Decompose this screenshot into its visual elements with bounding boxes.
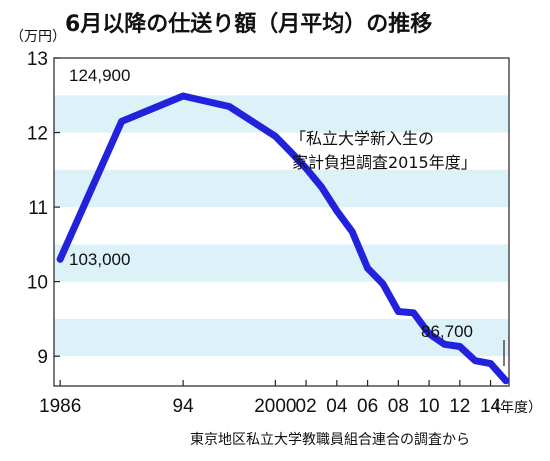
background-band: [54, 95, 509, 133]
x-tick-label: 94: [173, 396, 195, 417]
plot-frame: [53, 57, 510, 387]
background-bands: [54, 95, 509, 357]
x-axis-ticks: 1986 94 2000 02 04 06 08 10 12 14: [39, 380, 502, 417]
x-tick-label: 06: [357, 396, 378, 417]
background-band: [54, 244, 509, 282]
background-band: [54, 169, 509, 208]
y-tick-label: 13: [27, 49, 48, 70]
x-tick-label: 10: [418, 396, 439, 417]
x-tick-label: 12: [449, 396, 470, 417]
data-label-peak: 124,900: [69, 66, 130, 85]
data-label-start: 103,000: [69, 250, 130, 269]
x-tick-label: 08: [388, 396, 409, 417]
x-tick-label: 14: [480, 396, 502, 417]
data-label-end: 86,700: [421, 322, 473, 341]
chart-title: 6月以降の仕送り額（月平均）の推移: [65, 11, 432, 37]
x-tick-label: 04: [326, 396, 348, 417]
x-axis-unit: （年度）: [486, 400, 542, 416]
y-tick-label: 11: [28, 198, 48, 219]
source-note: 東京地区私立大学教職員組合連合の調査から: [190, 432, 470, 448]
survey-note-line2: 家計負担調査2015年度」: [292, 153, 477, 172]
y-axis-unit: （万円）: [10, 29, 66, 45]
series-line: [56, 92, 510, 385]
x-tick-label: 2000: [254, 396, 296, 417]
y-axis-ticks: 9 10 11 12 13: [27, 49, 60, 368]
survey-note-line1: 「私立大学新入生の: [290, 129, 434, 148]
x-tick-label: 02: [296, 396, 317, 417]
y-tick-label: 9: [37, 347, 48, 368]
y-tick-label: 10: [27, 273, 48, 294]
y-tick-label: 12: [27, 124, 48, 145]
x-tick-label: 1986: [39, 396, 81, 417]
